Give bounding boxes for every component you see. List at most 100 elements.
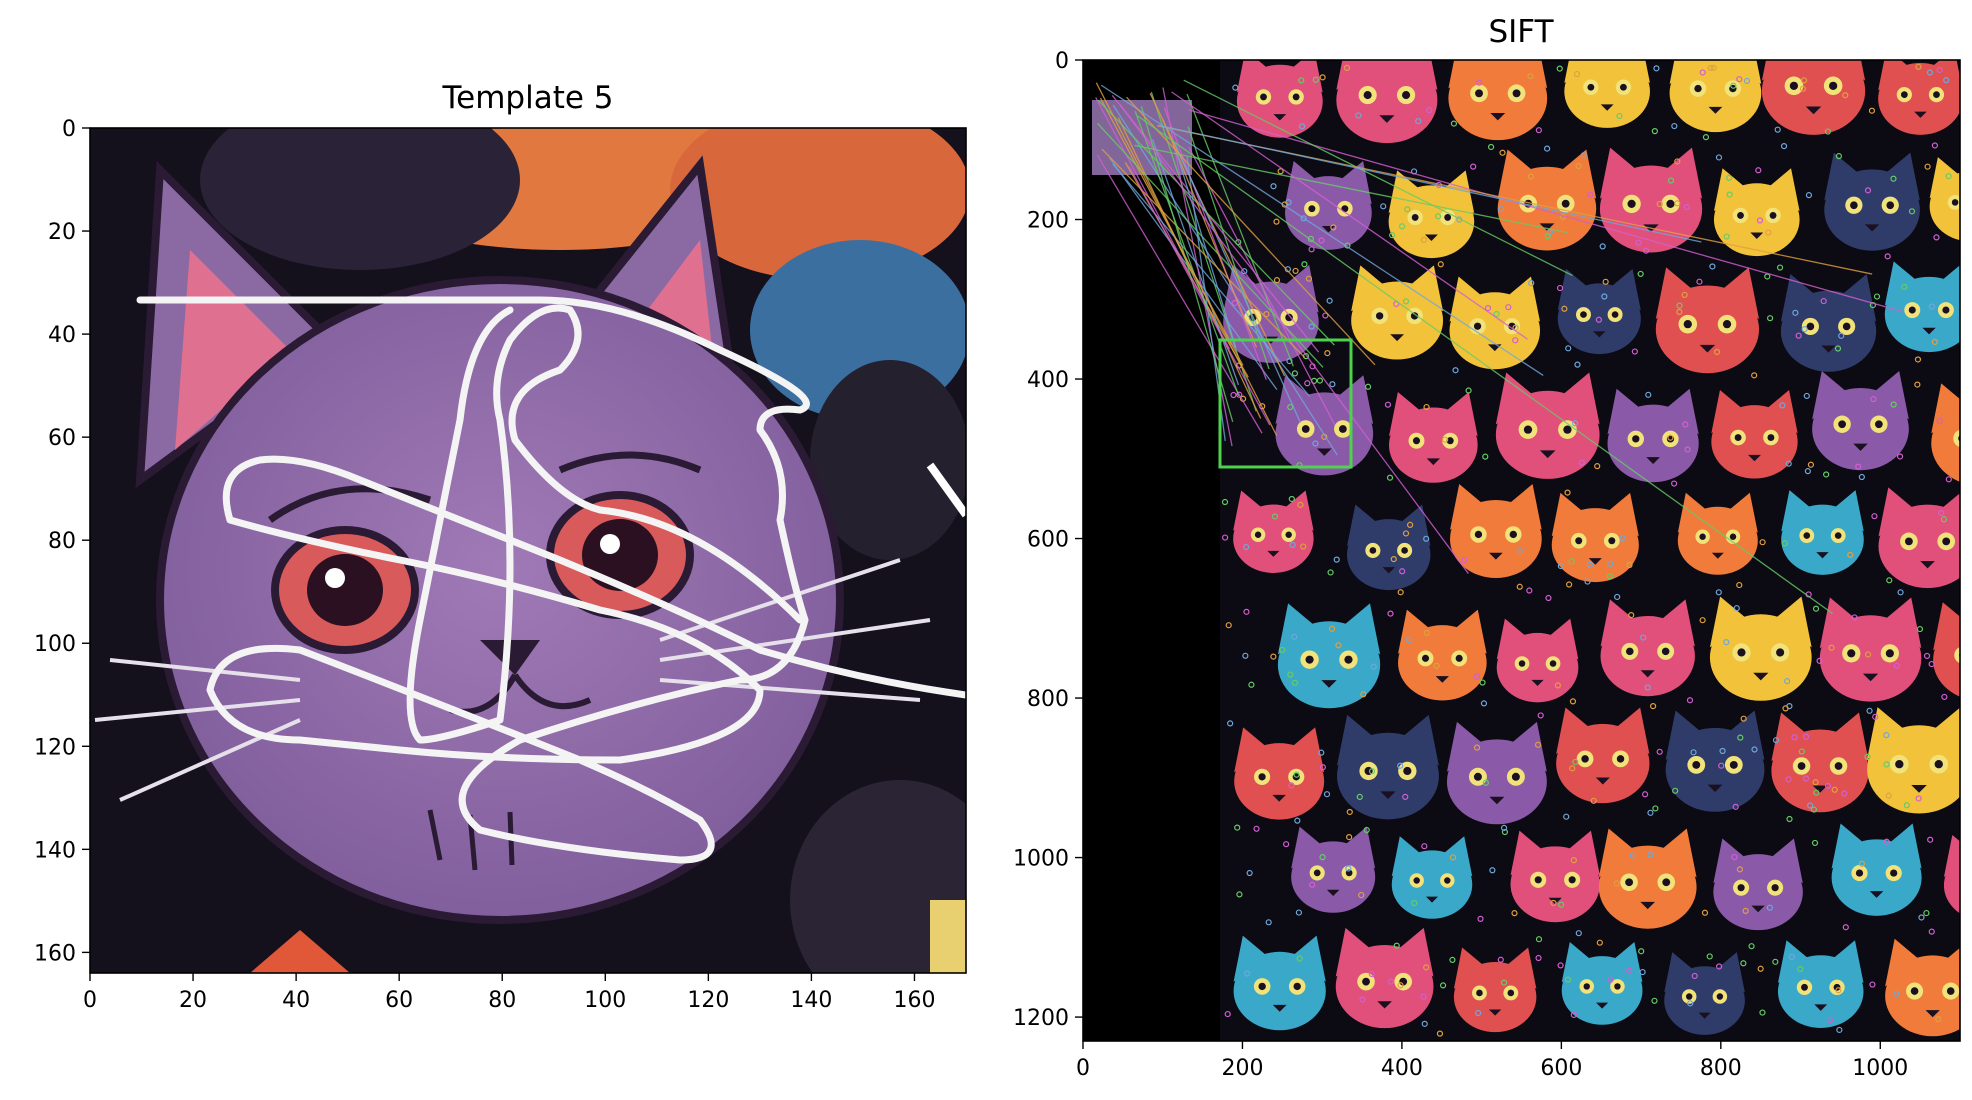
keypoint	[1345, 865, 1352, 872]
cat-face	[1607, 388, 1699, 483]
keypoint	[1893, 990, 1900, 997]
keypoint	[1298, 123, 1306, 130]
keypoint	[1671, 122, 1678, 130]
keypoint	[1534, 741, 1542, 748]
template-xtick-label: 140	[790, 988, 832, 1013]
keypoint	[1933, 234, 1940, 241]
keypoint	[1676, 302, 1683, 309]
cat-face	[1878, 487, 1960, 588]
keypoint	[1885, 792, 1892, 799]
keypoint	[1323, 791, 1331, 798]
keypoint	[1387, 610, 1394, 617]
keypoint	[1870, 396, 1877, 403]
keypoint	[1291, 679, 1299, 686]
keypoint	[1651, 128, 1658, 135]
template-ytick-label: 0	[62, 117, 76, 142]
match-line	[1112, 104, 1338, 456]
keypoint	[1246, 869, 1253, 877]
keypoint	[1564, 976, 1572, 983]
cat-face	[1780, 273, 1877, 372]
match-line	[1163, 107, 1267, 380]
keypoint	[1326, 297, 1333, 304]
match-line	[1140, 106, 1234, 423]
keypoint	[1858, 473, 1865, 481]
keypoint	[1570, 1011, 1577, 1019]
keypoint	[1596, 939, 1603, 946]
match-line	[1128, 165, 1271, 426]
cat-face	[1398, 609, 1487, 701]
keypoint	[1470, 163, 1477, 170]
keypoint	[1626, 561, 1633, 569]
cat-face	[1824, 152, 1920, 251]
template-xtick-label: 120	[687, 988, 729, 1013]
keypoint	[1329, 381, 1336, 388]
keypoint	[1279, 646, 1286, 654]
keypoint	[1556, 65, 1563, 72]
cat-face	[1599, 147, 1703, 253]
keypoint	[1943, 77, 1950, 84]
keypoint	[1308, 323, 1315, 330]
sift-xtick-label: 800	[1700, 1056, 1742, 1081]
keypoint	[1606, 573, 1614, 580]
cat-face	[1346, 504, 1431, 591]
keypoint	[1558, 901, 1565, 908]
sift-xtick-label: 1000	[1852, 1056, 1908, 1081]
keypoint	[1511, 910, 1518, 917]
keypoint	[1812, 605, 1820, 612]
keypoint	[1355, 112, 1362, 119]
sift-xtick-label: 200	[1221, 1056, 1263, 1081]
keypoint	[1578, 459, 1585, 466]
keypoint	[1619, 535, 1626, 542]
keypoint	[1265, 919, 1272, 926]
keypoint	[1940, 516, 1948, 523]
keypoint	[1227, 720, 1234, 727]
keypoint	[1484, 305, 1492, 312]
keypoint	[1449, 956, 1456, 963]
keypoint	[1691, 972, 1698, 980]
keypoint	[1702, 134, 1710, 141]
keypoint	[1811, 839, 1819, 847]
keypoint	[1289, 541, 1296, 549]
keypoint	[1779, 402, 1786, 409]
keypoint	[1893, 662, 1900, 669]
keypoint	[1368, 970, 1375, 978]
keypoint	[1945, 173, 1952, 180]
match-line	[1137, 115, 1833, 615]
keypoint	[1393, 942, 1400, 949]
keypoint	[1263, 310, 1270, 318]
sift-keypoints	[1221, 63, 1952, 1037]
cat-face	[1234, 727, 1325, 820]
keypoint	[1550, 899, 1557, 907]
keypoint	[1590, 797, 1597, 804]
template-ytick-label: 160	[34, 941, 76, 966]
keypoint	[1564, 489, 1571, 496]
cat-face	[1564, 60, 1650, 128]
keypoint	[1441, 436, 1449, 443]
keypoint	[1903, 802, 1910, 809]
keypoint	[1402, 298, 1410, 305]
keypoint	[1835, 987, 1842, 994]
keypoint	[1318, 749, 1325, 756]
keypoint	[1292, 267, 1299, 275]
keypoint	[1731, 853, 1738, 861]
keypoint	[1291, 633, 1298, 640]
cat-pattern	[1092, 60, 1960, 1037]
keypoint	[1397, 589, 1404, 596]
keypoint	[1699, 617, 1706, 624]
keypoint	[1293, 771, 1300, 778]
keypoint	[1699, 69, 1706, 76]
sift-title: SIFT	[1488, 14, 1554, 50]
keypoint	[1713, 348, 1721, 356]
sift-xtick-label: 0	[1076, 1056, 1090, 1081]
keypoint	[1801, 326, 1808, 333]
keypoint	[1836, 1026, 1843, 1034]
keypoint	[1537, 712, 1544, 719]
keypoint	[1751, 746, 1758, 753]
keypoint	[1652, 805, 1659, 812]
keypoint	[1923, 909, 1930, 917]
match-line	[1097, 99, 1335, 346]
cat-face	[1557, 268, 1641, 355]
keypoint	[1683, 203, 1690, 211]
keypoint	[1786, 815, 1793, 823]
keypoint	[1398, 223, 1406, 230]
